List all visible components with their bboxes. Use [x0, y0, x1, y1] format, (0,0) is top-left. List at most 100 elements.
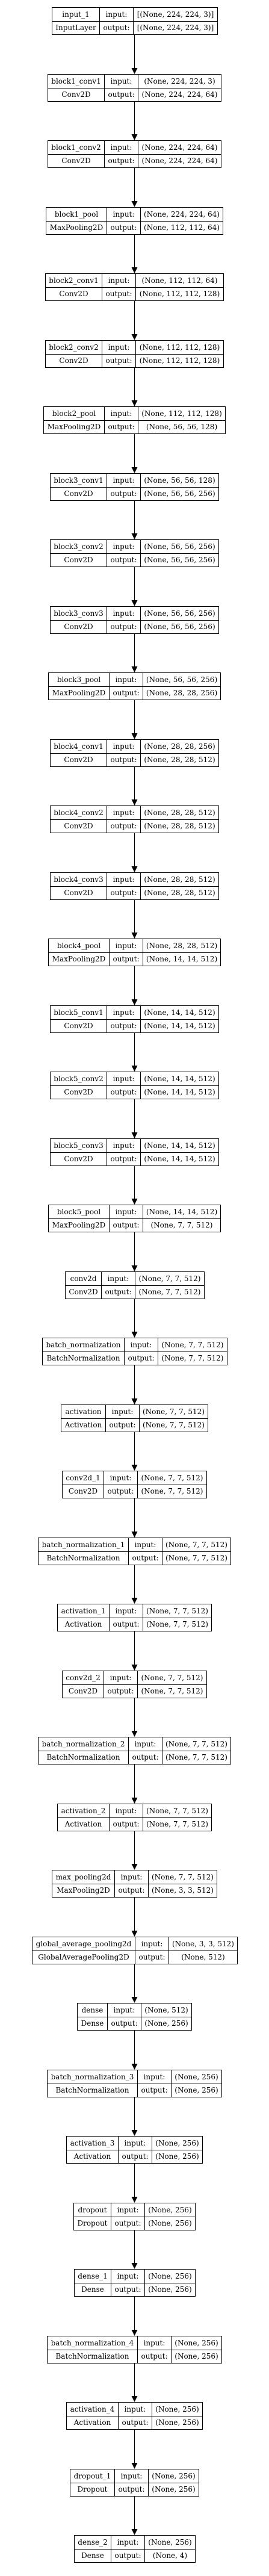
layer-type: Activation	[66, 2415, 119, 2430]
output-label: output:	[124, 1351, 158, 1365]
input-label: input:	[109, 1205, 143, 1219]
output-label: output:	[107, 819, 141, 833]
input-label: input:	[111, 2535, 145, 2550]
layer-name: conv2d_2	[62, 1671, 104, 1685]
output-shape: (None, 256)	[152, 2415, 203, 2430]
layer-name: block1_pool	[46, 207, 107, 222]
output-shape: (None, 56, 56, 256)	[140, 486, 219, 501]
output-shape: (None, 56, 56, 256)	[140, 553, 219, 567]
input-shape: (None, 224, 224, 3)	[138, 74, 221, 88]
layer-node-block1-conv2: block1_conv2 input: (None, 224, 224, 64)…	[48, 140, 221, 168]
output-shape: (None, 7, 7, 512)	[143, 1218, 221, 1232]
output-label: output:	[135, 1950, 169, 1964]
output-shape: (None, 256)	[144, 2216, 196, 2230]
layer-node-batch-normalization-3: batch_normalization_3 input: (None, 256)…	[47, 2070, 222, 2097]
layer-node-dropout: dropout input: (None, 256) Dropout outpu…	[73, 2203, 196, 2230]
layer-node-dense: dense input: (None, 512) Dense output: (…	[77, 2003, 192, 2031]
layer-node-batch-normalization-4: batch_normalization_4 input: (None, 256)…	[47, 2336, 222, 2363]
output-shape: (None, 7, 7, 512)	[137, 1684, 207, 1698]
output-shape: (None, 7, 7, 512)	[158, 1351, 227, 1365]
input-label: input:	[107, 606, 141, 621]
layer-name: dense	[77, 2003, 108, 2017]
input-shape: (None, 256)	[152, 2402, 203, 2416]
layer-name: activation_2	[57, 1804, 110, 1818]
layer-name: block4_conv1	[50, 739, 107, 754]
layer-type: Conv2D	[50, 753, 107, 767]
input-shape: (None, 7, 7, 512)	[135, 1271, 205, 1286]
layer-node-block3-conv2: block3_conv2 input: (None, 56, 56, 256) …	[50, 539, 219, 567]
output-shape: (None, 7, 7, 512)	[162, 1750, 231, 1764]
layer-type: MaxPooling2D	[48, 952, 110, 966]
layer-type: BatchNormalization	[38, 1750, 129, 1764]
layer-name: batch_normalization_4	[47, 2336, 138, 2350]
layer-name: block1_conv2	[48, 140, 105, 155]
input-label: input:	[104, 1471, 138, 1485]
layer-name: conv2d_1	[62, 1471, 104, 1485]
input-label: input:	[107, 473, 141, 488]
layer-node-max-pooling2d: max_pooling2d input: (None, 7, 7, 512) M…	[52, 1870, 217, 1898]
input-shape: (None, 112, 112, 128)	[138, 406, 226, 421]
input-shape: (None, 112, 112, 128)	[135, 340, 224, 355]
layer-type: Conv2D	[45, 287, 102, 301]
layer-name: block5_conv3	[50, 1138, 107, 1153]
layer-name: block3_conv3	[50, 606, 107, 621]
input-label: input:	[101, 1271, 135, 1286]
input-label: input:	[137, 2070, 172, 2084]
output-label: output:	[111, 2548, 145, 2563]
input-label: input:	[109, 1604, 143, 1618]
input-label: input:	[107, 2003, 141, 2017]
input-shape: (None, 7, 7, 512)	[139, 1404, 208, 1419]
layer-node-block1-conv1: block1_conv1 input: (None, 224, 224, 3) …	[48, 74, 221, 102]
output-label: output:	[111, 2282, 145, 2297]
output-shape: (None, 256)	[141, 2016, 192, 2031]
input-label: input:	[114, 1870, 149, 1884]
input-label: input:	[107, 539, 141, 554]
layer-name: conv2d	[65, 1271, 102, 1286]
output-label: output:	[104, 420, 138, 434]
output-shape: (None, 56, 56, 128)	[138, 420, 226, 434]
output-shape: (None, 256)	[148, 2482, 199, 2497]
output-shape: (None, 14, 14, 512)	[140, 1152, 219, 1166]
input-label: input:	[109, 1804, 143, 1818]
output-shape: (None, 112, 112, 64)	[140, 220, 223, 235]
output-label: output:	[107, 619, 141, 634]
input-shape: (None, 7, 7, 512)	[162, 1737, 231, 1751]
layer-type: MaxPooling2D	[48, 686, 110, 700]
layer-name: block5_pool	[48, 1205, 110, 1219]
input-label: input:	[128, 1737, 162, 1751]
layer-node-block3-conv1: block3_conv1 input: (None, 56, 56, 128) …	[50, 473, 219, 501]
output-shape: (None, 7, 7, 512)	[135, 1285, 205, 1299]
layer-type: MaxPooling2D	[46, 220, 107, 235]
layer-node-block5-conv3: block5_conv3 input: (None, 14, 14, 512) …	[50, 1138, 219, 1166]
input-shape: (None, 56, 56, 256)	[143, 672, 221, 687]
output-label: output:	[118, 2149, 152, 2164]
layer-name: activation	[61, 1404, 106, 1419]
output-shape: (None, 28, 28, 512)	[140, 819, 219, 833]
layer-type: Conv2D	[50, 553, 107, 567]
input-label: input:	[111, 2203, 145, 2217]
layer-type: Conv2D	[48, 87, 105, 102]
output-shape: (None, 14, 14, 512)	[140, 1019, 219, 1033]
input-label: input:	[107, 1072, 141, 1086]
layer-type: MaxPooling2D	[52, 1883, 115, 1898]
output-label: output:	[137, 2349, 172, 2363]
layer-name: max_pooling2d	[52, 1870, 115, 1884]
output-shape: (None, 512)	[169, 1950, 238, 1964]
output-shape: (None, 7, 7, 512)	[162, 1551, 231, 1565]
layer-name: batch_normalization_1	[38, 1538, 129, 1552]
layer-node-block5-conv2: block5_conv2 input: (None, 14, 14, 512) …	[50, 1072, 219, 1099]
output-label: output:	[137, 2083, 172, 2097]
output-shape: (None, 14, 14, 512)	[143, 952, 221, 966]
layer-node-conv2d: conv2d input: (None, 7, 7, 512) Conv2D o…	[65, 1271, 205, 1299]
layer-node-batch-normalization-1: batch_normalization_1 input: (None, 7, 7…	[38, 1538, 231, 1565]
input-shape: (None, 7, 7, 512)	[143, 1604, 212, 1618]
layer-node-activation-1: activation_1 input: (None, 7, 7, 512) Ac…	[57, 1604, 212, 1631]
output-label: output:	[109, 952, 143, 966]
layer-node-dense-2: dense_2 input: (None, 256) Dense output:…	[74, 2535, 196, 2563]
layer-type: BatchNormalization	[47, 2349, 138, 2363]
layer-node-batch-normalization: batch_normalization input: (None, 7, 7, …	[42, 1338, 227, 1365]
input-shape: (None, 7, 7, 512)	[137, 1471, 207, 1485]
layer-name: dropout_1	[70, 2469, 115, 2483]
output-label: output:	[102, 287, 136, 301]
input-label: input:	[104, 406, 138, 421]
